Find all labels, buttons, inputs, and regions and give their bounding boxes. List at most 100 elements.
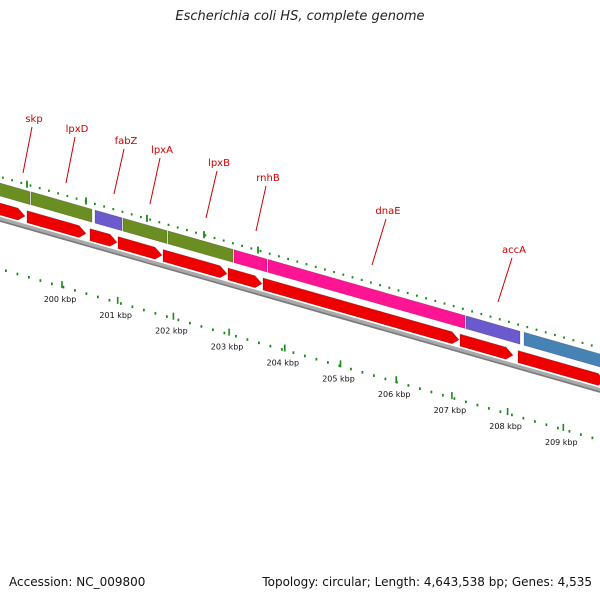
tick-dot bbox=[480, 312, 483, 316]
scale-dot bbox=[143, 308, 145, 312]
gene-leader-line bbox=[371, 218, 387, 266]
scale-dot bbox=[476, 403, 479, 407]
tick-dot bbox=[416, 294, 418, 297]
scale-dot bbox=[246, 338, 249, 341]
scale-dot bbox=[407, 384, 410, 387]
tick-dot bbox=[535, 328, 538, 331]
scale-dot bbox=[557, 426, 559, 430]
gene-leader-line bbox=[22, 126, 33, 174]
scale-dot bbox=[166, 315, 168, 318]
tick-dot bbox=[554, 333, 556, 337]
accession-text: Accession: NC_009800 bbox=[9, 575, 145, 589]
tick-dot bbox=[462, 307, 464, 310]
cds-arrow bbox=[26, 210, 87, 238]
feature-band-magenta bbox=[267, 259, 466, 329]
scale-dot bbox=[131, 305, 134, 309]
tick-dot bbox=[544, 331, 547, 334]
tick-dot bbox=[581, 341, 584, 344]
scale-dot bbox=[51, 282, 53, 286]
feature-band-purple bbox=[94, 209, 123, 232]
kbp-label: 205 kbp bbox=[322, 374, 355, 383]
tick-dot bbox=[342, 273, 345, 276]
tick-dot bbox=[563, 336, 565, 339]
tick-dot bbox=[296, 260, 299, 263]
tick-dot bbox=[397, 289, 400, 292]
scale-dot bbox=[212, 328, 214, 332]
gene-labels: skp lpxD fabZ lpxA lpxB rnhB dnaE accA bbox=[22, 114, 526, 303]
scale-dot bbox=[223, 331, 226, 335]
scale-dot bbox=[315, 357, 318, 361]
tick-dot bbox=[103, 205, 105, 208]
cds-arrow bbox=[262, 277, 460, 345]
tick-dot bbox=[434, 299, 437, 303]
scale-dot bbox=[74, 289, 76, 292]
scale-dot bbox=[28, 275, 30, 279]
feature-band-olive bbox=[0, 182, 31, 205]
accession-value: NC_009800 bbox=[76, 575, 146, 589]
genome-stats-text: Topology: circular; Length: 4,643,538 bp… bbox=[262, 575, 592, 589]
scale-dot bbox=[591, 436, 594, 440]
tick-dot bbox=[287, 257, 289, 261]
scale-dot bbox=[338, 364, 341, 368]
gene-leader-line bbox=[113, 148, 125, 195]
tick-dot bbox=[379, 284, 381, 287]
scale-dot bbox=[430, 390, 433, 394]
gene-label-accA: accA bbox=[502, 245, 526, 256]
gene-label-lpxB: lpxB bbox=[208, 158, 230, 169]
cds-arrow bbox=[227, 267, 263, 289]
feature-band-steelblue bbox=[523, 331, 600, 368]
tick-dot bbox=[195, 231, 197, 234]
tick-dot bbox=[388, 286, 391, 289]
gene-leader-line bbox=[149, 157, 161, 205]
scale-dot bbox=[580, 433, 582, 436]
tick-dot bbox=[425, 297, 427, 300]
tick-dot bbox=[590, 344, 593, 347]
tick-dot bbox=[20, 181, 23, 185]
tick-dot bbox=[204, 234, 207, 237]
tick-dot bbox=[75, 197, 78, 200]
gene-label-skp: skp bbox=[25, 114, 42, 125]
feature-band-magenta bbox=[233, 249, 268, 273]
scale-dot bbox=[108, 298, 111, 302]
tick-dot bbox=[471, 310, 473, 313]
scale-dot bbox=[85, 292, 88, 295]
scale-dot bbox=[16, 272, 19, 276]
tick-dot bbox=[305, 263, 308, 266]
cds-arrow bbox=[162, 249, 228, 279]
tick-dot bbox=[2, 176, 4, 179]
scale-dot bbox=[384, 377, 387, 381]
scale-dot bbox=[189, 321, 191, 325]
kbp-label: 207 kbp bbox=[434, 406, 467, 415]
tick-dot bbox=[29, 184, 32, 187]
scale-dot bbox=[488, 407, 490, 410]
tick-dot bbox=[508, 320, 510, 323]
scale-dot bbox=[511, 413, 513, 417]
tick-dot bbox=[324, 268, 326, 271]
scale-dot bbox=[177, 318, 180, 322]
tick-dot bbox=[213, 236, 216, 240]
feature-band-olive bbox=[30, 191, 93, 223]
genes-label: Genes: bbox=[511, 575, 554, 589]
map-title: Escherichia coli HS, complete genome bbox=[175, 9, 425, 24]
scale-dot bbox=[258, 341, 260, 345]
feature-band-olive bbox=[122, 217, 168, 244]
gene-label-lpxD: lpxD bbox=[66, 124, 89, 135]
scale-dot bbox=[350, 367, 352, 371]
cds-arrow bbox=[89, 228, 118, 247]
cds-arrow bbox=[117, 236, 163, 260]
tick-dot bbox=[314, 265, 317, 268]
scale-dot bbox=[465, 400, 467, 404]
kbp-label: 209 kbp bbox=[545, 438, 578, 447]
scale-dot bbox=[154, 312, 157, 315]
tick-dot bbox=[158, 221, 161, 224]
tick-dot bbox=[452, 305, 455, 308]
tick-dot bbox=[278, 255, 280, 258]
scale-dot bbox=[62, 285, 65, 289]
tick-dot bbox=[360, 278, 363, 282]
tick-dot bbox=[94, 202, 96, 205]
scale-dot bbox=[499, 410, 502, 413]
tick-dot bbox=[66, 194, 69, 198]
tick-dot bbox=[38, 187, 41, 190]
tick-dot bbox=[406, 291, 409, 295]
